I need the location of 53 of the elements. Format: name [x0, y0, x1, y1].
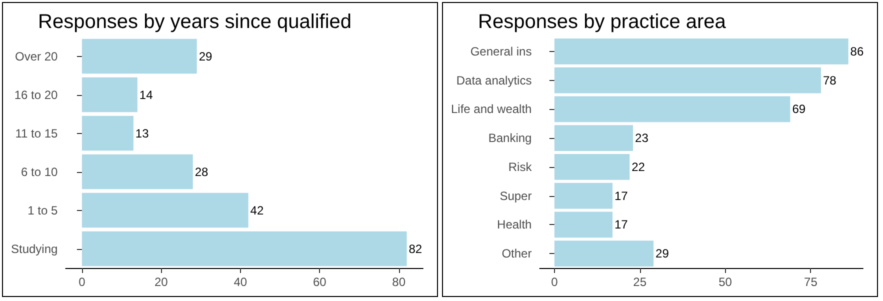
y-tick-label: Risk — [508, 160, 533, 174]
x-tick-label: 50 — [718, 275, 732, 289]
data-label: 82 — [408, 242, 422, 256]
bar — [554, 96, 790, 122]
x-tick-label: 25 — [633, 275, 647, 289]
x-tick-label: 20 — [154, 275, 168, 289]
x-tick-label: 40 — [234, 275, 248, 289]
y-tick-label: Studying — [10, 242, 58, 256]
y-tick-label: 11 to 15 — [15, 126, 58, 140]
x-tick-label: 60 — [312, 275, 327, 289]
y-tick-label: Over 20 — [15, 49, 58, 64]
bar — [82, 231, 407, 266]
x-tick-label: 0 — [78, 275, 86, 289]
data-label: 22 — [632, 160, 646, 174]
chart-title: Responses by practice area — [478, 11, 727, 33]
data-label: 14 — [139, 88, 154, 102]
y-tick-label: Other — [502, 246, 532, 261]
bar — [554, 67, 821, 94]
bar — [554, 212, 613, 238]
data-label: 17 — [614, 188, 628, 203]
y-tick-label: 6 to 10 — [20, 164, 58, 179]
data-label: 29 — [656, 246, 670, 261]
data-label: 29 — [198, 49, 212, 64]
y-tick-label: Super — [500, 188, 532, 203]
y-tick-label: Data analytics — [456, 73, 532, 88]
data-label: 28 — [194, 164, 209, 179]
y-tick-label: General ins — [470, 44, 532, 58]
x-tick-label: 75 — [804, 275, 818, 289]
data-label: 42 — [250, 203, 264, 218]
bar — [554, 38, 848, 64]
data-label: 78 — [822, 73, 837, 88]
bar — [82, 154, 193, 190]
bar — [82, 116, 134, 151]
y-tick-label: Life and wealth — [450, 102, 532, 116]
bar — [82, 77, 138, 112]
data-label: 23 — [635, 131, 649, 146]
chart-title: Responses by years since qualified — [38, 11, 352, 33]
bar — [554, 240, 654, 267]
x-tick-label: 80 — [392, 275, 406, 289]
bar — [554, 125, 634, 152]
bar — [82, 38, 197, 74]
data-label: 13 — [135, 126, 150, 140]
y-tick-label: 16 to 20 — [14, 88, 58, 102]
y-tick-label: Health — [497, 218, 532, 232]
y-tick-label: Banking — [488, 131, 532, 146]
bar — [554, 182, 613, 209]
data-label: 17 — [614, 218, 628, 232]
y-tick-label: 1 to 5 — [28, 203, 58, 218]
data-label: 86 — [850, 44, 864, 58]
bar — [82, 192, 248, 228]
bar — [554, 154, 630, 180]
x-tick-label: 0 — [551, 275, 558, 289]
data-label: 69 — [792, 102, 806, 116]
